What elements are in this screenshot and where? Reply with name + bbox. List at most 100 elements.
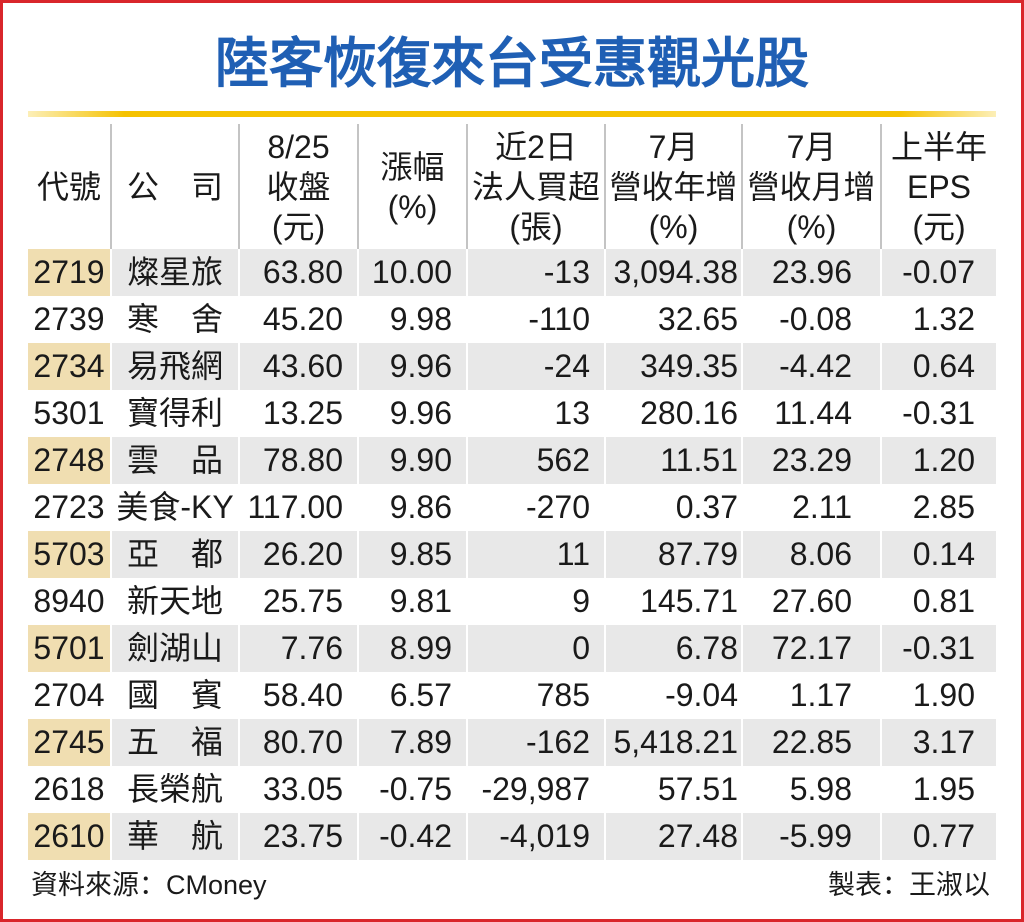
cell-code: 5701 bbox=[28, 625, 110, 672]
cell-net-buy: 13 bbox=[466, 390, 604, 437]
cell-code: 2704 bbox=[33, 677, 105, 713]
cell-close: 78.80 bbox=[238, 437, 357, 484]
cell-close: 58.40 bbox=[238, 672, 357, 719]
table-row: 5701 劍湖山 7.76 8.99 0 6.78 72.17 -0.31 bbox=[28, 625, 996, 672]
cell-eps: 3.17 bbox=[880, 719, 996, 766]
cell-eps: 0.77 bbox=[880, 813, 996, 860]
cell-revenue-mom: 5.98 bbox=[741, 766, 880, 813]
cell-net-buy: -110 bbox=[466, 296, 604, 343]
cell-close: 13.25 bbox=[238, 390, 357, 437]
column-header-line: (%) bbox=[387, 188, 438, 225]
column-header-revenue-yoy: 7月 營收年增 (%) bbox=[604, 124, 741, 249]
cell-code: 2719 bbox=[28, 249, 110, 296]
table-row: 2704 國 賓 58.40 6.57 785 -9.04 1.17 1.90 bbox=[28, 672, 996, 719]
cell-change: 9.96 bbox=[357, 390, 466, 437]
cell-change: 10.00 bbox=[357, 249, 466, 296]
column-header-line: 營收年增 bbox=[609, 168, 738, 205]
cell-revenue-mom: 23.96 bbox=[741, 249, 880, 296]
cell-net-buy: 9 bbox=[466, 578, 604, 625]
cell-company: 亞 都 bbox=[110, 531, 238, 578]
column-header-line: 7月 bbox=[786, 128, 837, 165]
cell-change: 7.89 bbox=[357, 719, 466, 766]
cell-revenue-yoy: 349.35 bbox=[604, 343, 741, 390]
column-header-line: EPS bbox=[906, 168, 972, 205]
cell-revenue-yoy: 5,418.21 bbox=[604, 719, 741, 766]
cell-close: 63.80 bbox=[238, 249, 357, 296]
cell-change: 9.86 bbox=[357, 484, 466, 531]
column-header-line: (元) bbox=[912, 208, 966, 245]
column-header-line: 營收月增 bbox=[747, 168, 876, 205]
cell-eps: -0.07 bbox=[880, 249, 996, 296]
cell-net-buy: -270 bbox=[466, 484, 604, 531]
cell-net-buy: -29,987 bbox=[466, 766, 604, 813]
table-row: 2734 易飛網 43.60 9.96 -24 349.35 -4.42 0.64 bbox=[28, 343, 996, 390]
cell-net-buy: -24 bbox=[466, 343, 604, 390]
cell-revenue-mom: 22.85 bbox=[741, 719, 880, 766]
cell-change: 8.99 bbox=[357, 625, 466, 672]
cell-close: 26.20 bbox=[238, 531, 357, 578]
table-body: 2719 燦星旅 63.80 10.00 -13 3,094.38 23.96 -0.07 27… bbox=[28, 249, 996, 860]
column-header-line: 上半年 bbox=[890, 128, 987, 165]
cell-revenue-yoy: 0.37 bbox=[604, 484, 741, 531]
column-header-revenue-mom: 7月 營收月增 (%) bbox=[741, 124, 880, 249]
cell-close: 33.05 bbox=[238, 766, 357, 813]
cell-code: 2610 bbox=[28, 813, 110, 860]
cell-close: 117.00 bbox=[238, 484, 357, 531]
column-header-code: 代號 bbox=[28, 124, 110, 249]
cell-code: 2723 bbox=[33, 489, 105, 525]
title-underline bbox=[28, 111, 996, 117]
cell-code: 2748 bbox=[28, 437, 110, 484]
cell-company: 燦星旅 bbox=[110, 249, 238, 296]
cell-eps: -0.31 bbox=[880, 390, 996, 437]
cell-revenue-mom: 72.17 bbox=[741, 625, 880, 672]
cell-company: 寒 舍 bbox=[110, 296, 238, 343]
column-header-close: 8/25 收盤 (元) bbox=[238, 124, 357, 249]
table-row: 2739 寒 舍 45.20 9.98 -110 32.65 -0.08 1.32 bbox=[28, 296, 996, 343]
cell-net-buy: 785 bbox=[466, 672, 604, 719]
cell-revenue-mom: 2.11 bbox=[741, 484, 880, 531]
cell-net-buy: -4,019 bbox=[466, 813, 604, 860]
cell-eps: -0.31 bbox=[880, 625, 996, 672]
cell-eps: 1.95 bbox=[880, 766, 996, 813]
cell-company: 美食-KY bbox=[110, 484, 238, 531]
cell-eps: 0.64 bbox=[880, 343, 996, 390]
cell-company: 長榮航 bbox=[110, 766, 238, 813]
column-header-line: 公 司 bbox=[126, 168, 223, 205]
cell-close: 23.75 bbox=[238, 813, 357, 860]
column-header-line: 近2日 bbox=[495, 128, 577, 165]
cell-revenue-mom: 8.06 bbox=[741, 531, 880, 578]
cell-revenue-mom: 27.60 bbox=[741, 578, 880, 625]
cell-net-buy: 562 bbox=[466, 437, 604, 484]
cell-company: 五 福 bbox=[110, 719, 238, 766]
cell-close: 25.75 bbox=[238, 578, 357, 625]
cell-company: 新天地 bbox=[110, 578, 238, 625]
cell-net-buy: 0 bbox=[466, 625, 604, 672]
column-header-company: 公 司 bbox=[110, 124, 238, 249]
column-header-line: 8/25 bbox=[267, 128, 330, 165]
cell-revenue-yoy: 3,094.38 bbox=[604, 249, 741, 296]
column-header-line: 收盤 bbox=[266, 168, 331, 205]
stock-table: 代號公 司 8/25 收盤 (元) 漲幅 (%) 近2日 法人買超 (張) 7月 營收年增 (%) 7月… bbox=[28, 124, 996, 860]
cell-company: 華 航 bbox=[110, 813, 238, 860]
cell-eps: 1.20 bbox=[880, 437, 996, 484]
column-header-eps: 上半年 EPS (元) bbox=[880, 124, 996, 249]
cell-revenue-yoy: 32.65 bbox=[604, 296, 741, 343]
cell-eps: 1.32 bbox=[880, 296, 996, 343]
cell-net-buy: 11 bbox=[466, 531, 604, 578]
cell-change: 6.57 bbox=[357, 672, 466, 719]
cell-revenue-yoy: 145.71 bbox=[604, 578, 741, 625]
cell-change: 9.85 bbox=[357, 531, 466, 578]
column-header-line: (%) bbox=[786, 208, 837, 245]
table-row: 2745 五 福 80.70 7.89 -162 5,418.21 22.85 3.17 bbox=[28, 719, 996, 766]
cell-change: -0.42 bbox=[357, 813, 466, 860]
column-header-net-buy: 近2日 法人買超 (張) bbox=[466, 124, 604, 249]
cell-eps: 1.90 bbox=[880, 672, 996, 719]
cell-company: 國 賓 bbox=[110, 672, 238, 719]
table-row: 5301 寶得利 13.25 9.96 13 280.16 11.44 -0.31 bbox=[28, 390, 996, 437]
column-header-line: 代號 bbox=[36, 168, 101, 205]
chart-title: 陸客恢復來台受惠觀光股 bbox=[215, 32, 809, 95]
cell-revenue-mom: -4.42 bbox=[741, 343, 880, 390]
table-row: 5703 亞 都 26.20 9.85 11 87.79 8.06 0.14 bbox=[28, 531, 996, 578]
cell-eps: 0.81 bbox=[880, 578, 996, 625]
cell-change: -0.75 bbox=[357, 766, 466, 813]
